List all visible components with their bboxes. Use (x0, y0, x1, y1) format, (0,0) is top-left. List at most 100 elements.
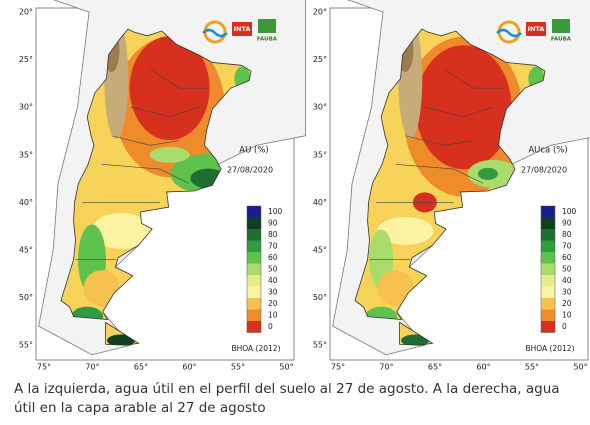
legend-date: 27/08/2020 (227, 166, 273, 175)
legend-swatch (541, 275, 555, 287)
legend-swatch (247, 275, 261, 287)
logo-fauba: FAUBA (257, 37, 278, 43)
latitude-label: 45° (313, 246, 327, 255)
logo-inta-box (526, 22, 546, 36)
legend-swatch (247, 240, 261, 252)
latitude-label: 40° (313, 198, 327, 207)
longitude-label: 50° (573, 363, 587, 372)
legend-swatch (247, 321, 261, 333)
maps: 20° 25° 30° 35° 40° 45° 50° 55° 75° 70° 65° 60° 55° 5… (19, 0, 590, 372)
legend-label: 50 (562, 264, 572, 273)
tierra-del-fuego-outline (105, 321, 140, 346)
map-panel: 20° 25° 30° 35° 40° 45° 50° 55° 75° 70° 65° 60° 55° 5… (19, 0, 306, 372)
logo-fauba-icon (258, 19, 276, 33)
caption: A la izquierda, agua útil en el perfil d… (14, 381, 560, 416)
legend-swatch (247, 263, 261, 275)
legend-swatch (541, 252, 555, 264)
legend-swatch (541, 286, 555, 298)
legend-swatch (247, 252, 261, 264)
longitude-label: 55° (525, 363, 539, 372)
moisture-zone (149, 146, 190, 163)
legend-border (246, 205, 262, 333)
legend-swatch (541, 321, 555, 333)
legend-date: 27/08/2020 (521, 166, 567, 175)
longitude-label: 50° (279, 363, 293, 372)
province-border (130, 106, 199, 118)
province-border (101, 164, 190, 184)
moisture-zone (401, 334, 430, 346)
moisture-zone (129, 36, 210, 141)
legend-label: 40 (562, 276, 572, 285)
longitude-label: 60° (476, 363, 490, 372)
legend-swatch (541, 263, 555, 275)
legend-swatch (247, 298, 261, 310)
legend-label: 90 (562, 218, 572, 227)
legend-label: 90 (268, 218, 278, 227)
legend-label: 0 (268, 322, 273, 331)
map-panel: 20° 25° 30° 35° 40° 45° 50° 55° 75° 70° 65° 60° 55° 5… (313, 0, 590, 372)
legend-label: 10 (268, 310, 278, 319)
latitude-label: 40° (19, 198, 33, 207)
legend-label: 10 (562, 310, 572, 319)
argentina-outline (354, 28, 546, 320)
latitude-label: 35° (313, 150, 327, 159)
logo-wave (496, 28, 522, 38)
longitude-label: 60° (182, 363, 196, 372)
longitude-label: 75° (37, 363, 51, 372)
latitude-label: 50° (19, 293, 33, 302)
province-border (111, 135, 180, 146)
tierra-del-fuego-outline (399, 321, 434, 346)
logo-inta: INTA (234, 25, 251, 33)
logo-inta: INTA (528, 25, 545, 33)
moisture-zone (91, 212, 152, 249)
legend-swatch (247, 286, 261, 298)
logo-inta-box (232, 22, 252, 36)
legend-label: 80 (268, 230, 278, 239)
longitude-label: 65° (134, 363, 148, 372)
legend-label: 60 (562, 253, 572, 262)
latitude-label: 20° (313, 8, 327, 17)
legend-label: 80 (562, 230, 572, 239)
latitude-label: 50° (313, 293, 327, 302)
legend-swatch (247, 309, 261, 321)
moisture-zone (107, 334, 136, 346)
legend-swatch (247, 206, 261, 218)
moisture-zone (83, 270, 120, 307)
moisture-zone (415, 45, 512, 170)
legend-title: AUca (%) (528, 146, 567, 156)
legend-label: 20 (268, 299, 278, 308)
legend-swatch (541, 298, 555, 310)
legend-border (540, 205, 556, 333)
province-border (395, 164, 484, 184)
legend-label: 40 (268, 276, 278, 285)
longitude-label: 65° (428, 363, 442, 372)
legend-swatch (541, 217, 555, 229)
logo-fauba: FAUBA (551, 37, 572, 43)
argentina-outline (60, 28, 252, 320)
legend-swatch (541, 240, 555, 252)
data-source: BHOA (2012) (231, 344, 280, 353)
moisture-zone (377, 216, 434, 245)
moisture-zone (377, 270, 414, 307)
moisture-zone (477, 167, 498, 180)
legend-label: 100 (268, 207, 283, 216)
province-border (424, 106, 493, 118)
legend-label: 20 (562, 299, 572, 308)
province-border (405, 135, 474, 146)
legend-label: 30 (562, 287, 572, 296)
province-border (444, 68, 503, 89)
longitude-label: 70° (85, 363, 99, 372)
legend-swatch (541, 309, 555, 321)
latitude-label: 25° (19, 55, 33, 64)
legend-label: 0 (562, 322, 567, 331)
latitude-label: 45° (19, 246, 33, 255)
latitude-label: 30° (313, 103, 327, 112)
latitude-label: 35° (19, 150, 33, 159)
legend-swatch (541, 206, 555, 218)
latitude-label: 20° (19, 8, 33, 17)
data-source: BHOA (2012) (525, 344, 574, 353)
latitude-label: 55° (19, 341, 33, 350)
latitude-label: 30° (19, 103, 33, 112)
latitude-label: 55° (313, 341, 327, 350)
